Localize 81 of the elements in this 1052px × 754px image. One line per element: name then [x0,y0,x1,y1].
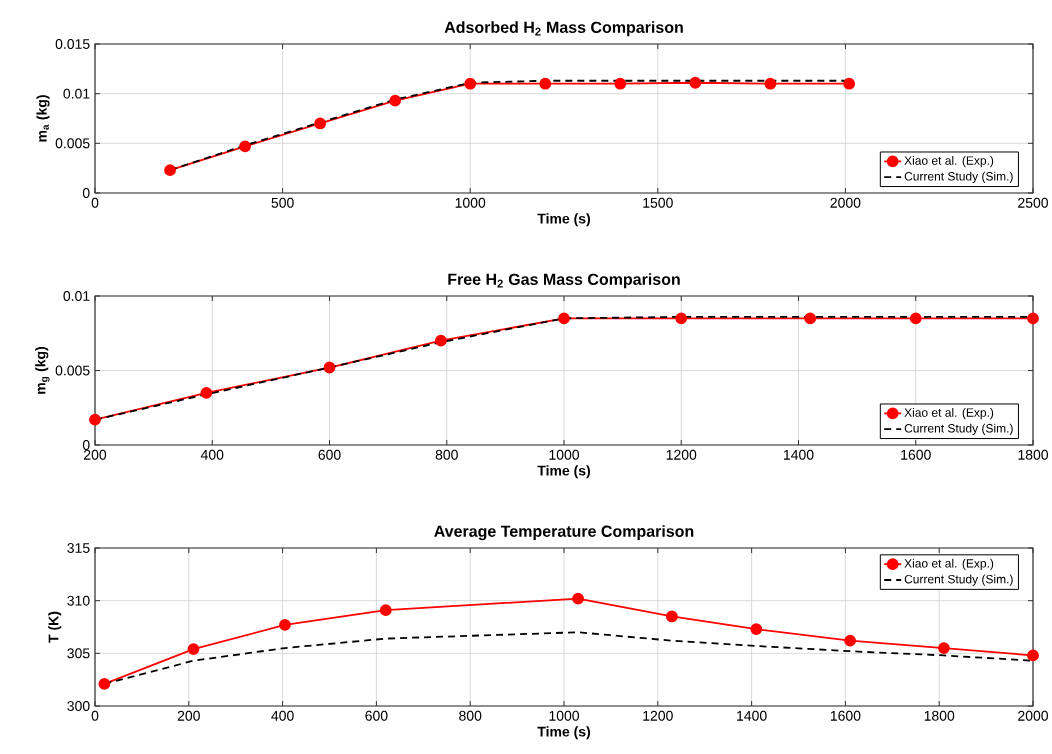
point [843,77,856,90]
legend-label: Xiao et al. (Exp.) [904,558,994,570]
x-tick-label: 1000 [549,449,580,460]
point [539,77,552,90]
legend-label: Xiao et al. (Exp.) [904,155,994,168]
point [279,618,291,631]
x-axis-title: Time (s) [537,726,591,740]
x-tick-label: 200 [177,710,200,721]
point [665,610,678,623]
x-tick-label: 1800 [924,710,955,721]
point [938,642,950,654]
y-tick-label: 0.005 [55,138,90,149]
point [323,361,336,374]
x-tick-label: 1200 [666,449,697,460]
chart-title: Adsorbed H$_{2}$ Mass Comparison [444,21,683,37]
legend-label: Xiao et al. (Exp.) [904,407,994,420]
point [572,592,584,605]
x-axis-title: Time (s) [537,213,591,227]
y-axis-title: T (K) [48,611,62,643]
y-tick-label: 0.01 [63,291,90,301]
point [314,117,327,130]
point [689,76,702,89]
x-tick-label: 200 [84,449,107,460]
legend-label: Current Study (Sim.) [904,423,1013,435]
point [1027,312,1039,325]
point [89,413,101,426]
legend-label: Current Study (Sim.) [904,574,1013,586]
x-tick-label: 1500 [643,197,673,208]
y-tick-label: 0.015 [55,39,90,49]
x-tick-label: 400 [200,449,224,460]
x-tick-label: 1400 [737,710,767,721]
x-tick-label: 0 [91,197,99,208]
point [464,77,477,90]
x-tick-label: 2500 [1018,197,1049,208]
y-tick-label: 0 [82,188,90,198]
y-tick-label: 0 [82,440,90,450]
point [434,334,447,347]
x-tick-label: 1600 [901,449,931,460]
y-tick-label: 300 [67,701,90,711]
x-tick-label: 1200 [643,710,673,721]
legend-label: Current Study (Sim.) [904,171,1013,183]
x-tick-label: 500 [271,197,294,208]
point [804,312,817,325]
point [239,140,251,153]
point [200,386,213,399]
point [844,634,856,647]
point [379,604,392,617]
y-axis-title: m$_{a}$ (kg) [36,95,50,142]
chart-title: Free H$_{2}$ Gas Mass Comparison [448,273,680,289]
chart-title: Average Temperature Comparison [434,525,694,541]
point [558,312,570,325]
x-tick-label: 800 [459,710,482,721]
x-tick-label: 2000 [830,197,861,208]
x-tick-label: 2000 [1018,710,1049,721]
point [909,312,922,325]
x-tick-label: 1400 [784,449,814,460]
point [98,677,111,690]
y-tick-label: 305 [67,648,90,659]
point [187,643,200,656]
y-axis-title: m$_{g}$ (kg) [35,346,50,394]
x-tick-label: 1000 [455,197,486,208]
y-tick-label: 0.01 [63,88,90,99]
x-axis-title: Time (s) [537,465,591,479]
point [1027,649,1039,662]
x-tick-label: 1000 [549,710,580,721]
y-tick-label: 0.005 [55,365,90,376]
point [164,164,176,177]
point [764,77,777,90]
point [750,623,763,636]
point [389,94,402,107]
x-tick-label: 400 [271,710,294,721]
x-tick-label: 0 [91,710,99,721]
x-tick-label: 600 [318,449,341,460]
y-tick-label: 315 [67,543,90,553]
x-tick-label: 600 [365,710,388,721]
y-tick-label: 310 [67,595,90,606]
x-tick-label: 1800 [1018,449,1049,460]
x-tick-label: 800 [435,449,458,460]
point [614,77,627,90]
x-tick-label: 1600 [830,710,861,721]
point [675,312,688,325]
